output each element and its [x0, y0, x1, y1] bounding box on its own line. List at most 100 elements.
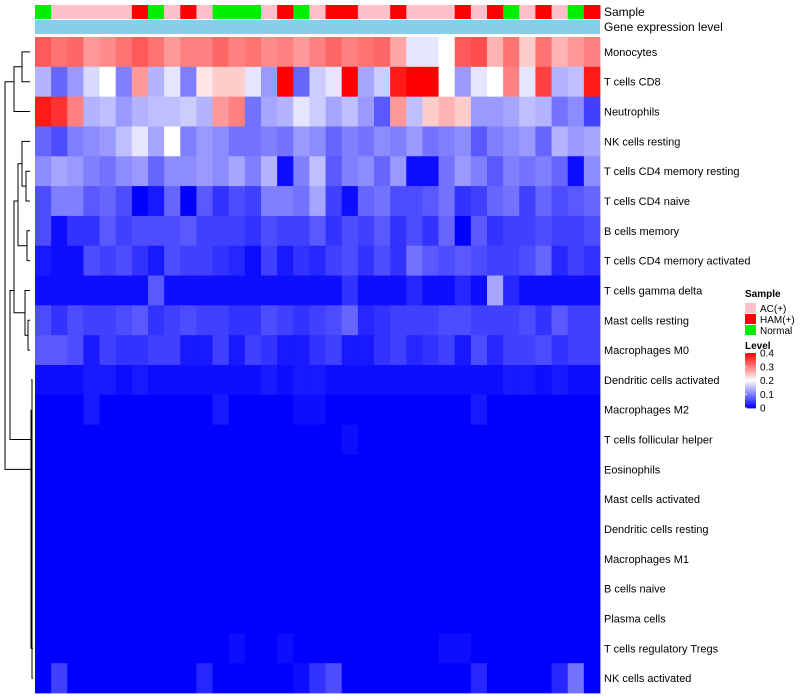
- heatmap-cell: [390, 245, 407, 276]
- heatmap-cell: [406, 633, 423, 664]
- heatmap-cell: [83, 215, 100, 247]
- heatmap-cell: [83, 454, 100, 485]
- heatmap-cell: [51, 37, 68, 68]
- sample-annotation-cell: [535, 5, 553, 19]
- sample-annotation-cell: [454, 5, 472, 19]
- heatmap-cell: [583, 215, 601, 247]
- heatmap-cell: [83, 514, 100, 545]
- heatmap-cell: [131, 305, 149, 336]
- heatmap-cell: [309, 663, 326, 694]
- heatmap-cell: [51, 573, 68, 604]
- heatmap-cell: [390, 126, 407, 157]
- heatmap-cell: [293, 37, 310, 68]
- heatmap-cell: [374, 543, 391, 575]
- heatmap-cell: [454, 156, 472, 187]
- heatmap-cell: [519, 37, 536, 68]
- row-label: NK cells resting: [604, 136, 680, 148]
- heatmap-cell: [309, 126, 326, 157]
- heatmap-cell: [487, 156, 504, 187]
- heatmap-cell: [470, 663, 488, 694]
- heatmap-cell: [567, 514, 585, 545]
- heatmap-cell: [261, 365, 278, 396]
- sample-annotation-bar: [35, 5, 601, 19]
- heatmap-cell: [583, 126, 601, 157]
- heatmap-cell: [99, 454, 117, 485]
- heatmap-cell: [51, 156, 68, 187]
- level-legend-gradient-step: [745, 387, 756, 390]
- heatmap-cell: [67, 603, 84, 634]
- heatmap-cell: [180, 573, 197, 604]
- heatmap-cell: [374, 365, 391, 396]
- heatmap-cell: [406, 603, 423, 634]
- heatmap-cell: [470, 156, 488, 187]
- heatmap-cell: [148, 424, 165, 455]
- heatmap-cell: [325, 454, 343, 485]
- heatmap-cell: [583, 245, 601, 276]
- heatmap-cell: [131, 514, 149, 545]
- sample-annotation-label: Sample: [604, 5, 645, 19]
- heatmap-cell: [551, 365, 569, 396]
- heatmap-cell: [99, 663, 117, 694]
- heatmap-cell: [325, 66, 343, 98]
- dendrogram-branch: [17, 163, 27, 247]
- heatmap-cell: [470, 186, 488, 217]
- heatmap-cell: [406, 156, 423, 187]
- sample-annotation-cell: [131, 5, 149, 19]
- heatmap-cell: [67, 365, 84, 396]
- heatmap-cell: [406, 394, 423, 426]
- heatmap-cell: [180, 424, 197, 455]
- heatmap-cell: [438, 186, 456, 217]
- level-legend-gradient-step: [745, 375, 756, 377]
- heatmap-cell: [470, 454, 488, 485]
- heatmap-cell: [583, 365, 601, 396]
- heatmap-cell: [583, 573, 601, 604]
- heatmap-cell: [115, 186, 133, 217]
- heatmap-cell: [583, 484, 601, 515]
- heatmap-cell: [309, 305, 326, 336]
- heatmap-cell: [487, 603, 504, 634]
- heatmap-cell: [374, 633, 391, 664]
- heatmap-cell: [325, 275, 343, 306]
- heatmap-cell: [374, 66, 391, 98]
- heatmap-cell: [325, 96, 343, 127]
- sample-annotation-cell: [212, 5, 230, 19]
- row-label: T cells gamma delta: [604, 285, 703, 297]
- heatmap-cell: [357, 365, 375, 396]
- heatmap-cell: [583, 663, 601, 694]
- heatmap-cell: [551, 215, 569, 247]
- sample-annotation-cell: [583, 5, 601, 19]
- heatmap-cell: [293, 275, 310, 306]
- heatmap-cell: [164, 275, 181, 306]
- heatmap-cell: [309, 484, 326, 515]
- heatmap-cell: [357, 245, 375, 276]
- heatmap-cell: [277, 335, 294, 366]
- heatmap-cell: [567, 633, 585, 664]
- heatmap-cell: [164, 514, 181, 545]
- heatmap-cell: [341, 305, 359, 336]
- heatmap-cell: [390, 66, 407, 98]
- row-label: Monocytes: [604, 47, 658, 59]
- heatmap-cell: [374, 454, 391, 485]
- heatmap-cell: [438, 156, 456, 187]
- heatmap-cell: [212, 663, 230, 694]
- heatmap-cell: [309, 365, 326, 396]
- heatmap-cell: [35, 126, 52, 157]
- heatmap-cell: [212, 37, 230, 68]
- heatmap-cell: [503, 633, 520, 664]
- heatmap-cell: [180, 335, 197, 366]
- heatmap-cell: [293, 245, 310, 276]
- row-label: Macrophages M0: [604, 345, 689, 357]
- heatmap-cell: [99, 215, 117, 247]
- heatmap-cell: [357, 573, 375, 604]
- heatmap-cell: [196, 424, 213, 455]
- heatmap-cell: [99, 66, 117, 98]
- dendrogram-branch: [13, 66, 30, 112]
- heatmap-cell: [51, 663, 68, 694]
- heatmap-cell: [180, 96, 197, 127]
- heatmap-cell: [341, 365, 359, 396]
- heatmap-cell: [503, 454, 520, 485]
- heatmap-cell: [535, 245, 552, 276]
- heatmap-cell: [325, 633, 343, 664]
- heatmap-cell: [164, 37, 181, 68]
- heatmap-cell: [180, 603, 197, 634]
